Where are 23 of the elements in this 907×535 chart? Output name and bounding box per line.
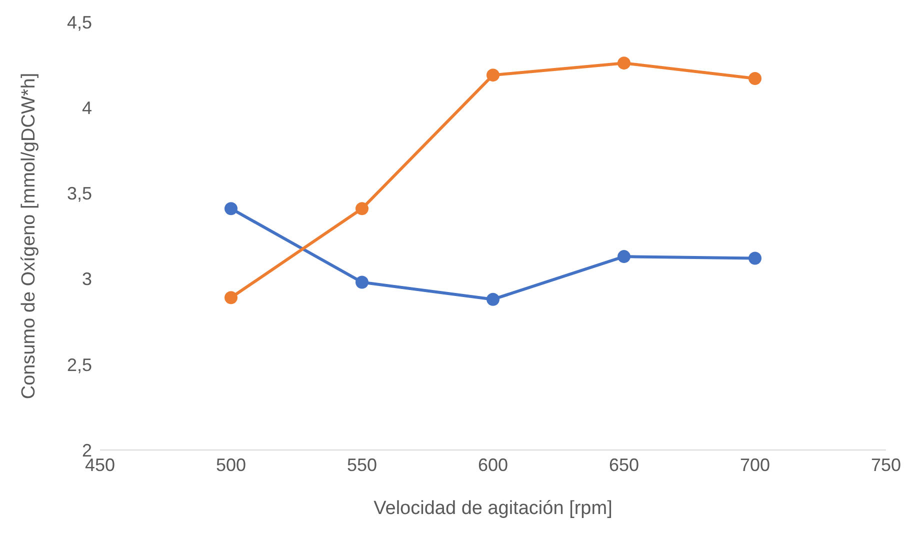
y-tick-label: 3: [82, 269, 92, 290]
point: [356, 202, 368, 216]
point: [486, 68, 500, 82]
point: [224, 291, 238, 304]
x-tick-label: 500: [216, 454, 246, 475]
point: [618, 250, 630, 264]
point: [224, 202, 238, 216]
point: [748, 252, 762, 265]
point: [486, 292, 500, 306]
x-axis-title: Velocidad de agitación [rpm]: [374, 498, 612, 519]
point: [618, 56, 630, 70]
y-axis-title: Consumo de Oxígeno [mmol/gDCW*h]: [18, 72, 40, 400]
y-tick-label: 4: [82, 98, 92, 118]
x-tick-label: 700: [740, 454, 770, 475]
x-tick-label: 750: [870, 454, 902, 475]
point: [356, 276, 368, 289]
x-tick-label: 550: [346, 454, 378, 475]
y-tick-label: 2,5: [66, 354, 92, 375]
x-tick-label: 650: [608, 454, 640, 475]
point: [748, 72, 762, 85]
y-tick-label: 4,5: [66, 12, 92, 32]
y-tick-label: 3,5: [66, 184, 92, 204]
x-tick-label: 600: [478, 454, 508, 475]
